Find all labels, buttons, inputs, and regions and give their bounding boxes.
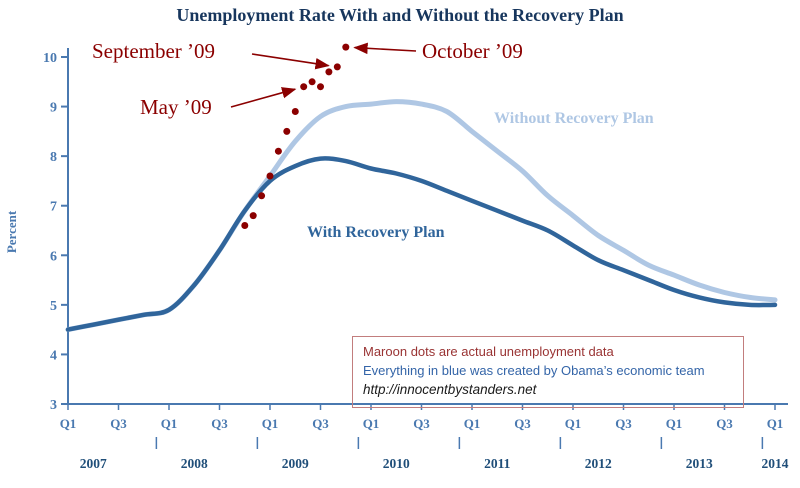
actual-unemployment-dot [342,43,350,51]
quarter-label: Q3 [110,416,127,431]
info-line-blue-projection: Everything in blue was created by Obama’… [363,363,705,378]
actual-unemployment-dot [291,108,299,115]
info-line-url: http://innocentbystanders.net [363,382,537,397]
y-tick-label: 4 [50,348,57,363]
annotation-arrow [251,53,330,70]
legend-without-recovery-plan: Without Recovery Plan [494,110,654,127]
actual-unemployment-dot [308,78,316,86]
y-tick-label: 6 [50,249,57,264]
actual-unemployment-dot [266,172,274,180]
without-recovery-plan-curve [65,99,778,333]
quarter-label: Q1 [363,416,380,431]
y-tick-label: 8 [50,150,57,165]
quarter-label: Q3 [211,416,228,431]
legend-with-recovery-plan: With Recovery Plan [307,224,445,241]
quarter-label: Q1 [767,416,784,431]
actual-unemployment-dot [333,63,341,71]
quarter-label: Q3 [413,416,430,431]
quarter-label: Q3 [716,416,733,431]
y-axis-title: Percent [4,210,19,253]
quarter-label: Q1 [666,416,683,431]
quarter-label: Q3 [514,416,531,431]
quarter-label: Q1 [161,416,178,431]
actual-unemployment-dot [241,222,249,229]
year-label: 2009 [282,456,309,471]
year-label: 2012 [585,456,612,471]
info-box: Maroon dots are actual unemployment data… [352,336,744,408]
annotation-arrow [353,42,417,55]
actual-unemployment-dot [300,83,308,91]
quarter-label: Q1 [262,416,279,431]
y-tick-label: 3 [50,398,57,413]
y-tick-label: 9 [50,101,57,116]
actual-unemployment-dot [258,192,266,200]
chart-title: Unemployment Rate With and Without the R… [176,5,624,25]
quarter-label: Q3 [312,416,329,431]
year-label: 2008 [181,456,208,471]
y-tick-label: 7 [50,200,57,215]
year-label: 2014 [762,456,789,471]
actual-unemployment-dot [283,127,291,135]
quarter-label: Q1 [565,416,582,431]
annotation-may-09: May ’09 [140,95,212,119]
info-line-maroon-dots: Maroon dots are actual unemployment data [363,344,614,359]
annotation-arrow [230,87,297,108]
quarter-label: Q1 [60,416,77,431]
year-label: 2011 [484,456,511,471]
quarter-label: Q1 [464,416,481,431]
actual-unemployment-dot [317,83,324,91]
with-recovery-plan-curve [65,156,778,332]
year-label: 2013 [686,456,713,471]
year-label: 2007 [80,456,107,471]
year-label: 2010 [383,456,410,471]
y-tick-label: 10 [43,51,57,66]
actual-unemployment-dot [249,212,257,220]
quarter-label: Q3 [615,416,632,431]
actual-unemployment-dot [325,68,333,76]
annotation-october-09: October ’09 [422,39,523,63]
actual-unemployment-dot [274,147,282,155]
annotation-september-09: September ’09 [92,39,216,63]
y-tick-label: 5 [50,299,57,314]
